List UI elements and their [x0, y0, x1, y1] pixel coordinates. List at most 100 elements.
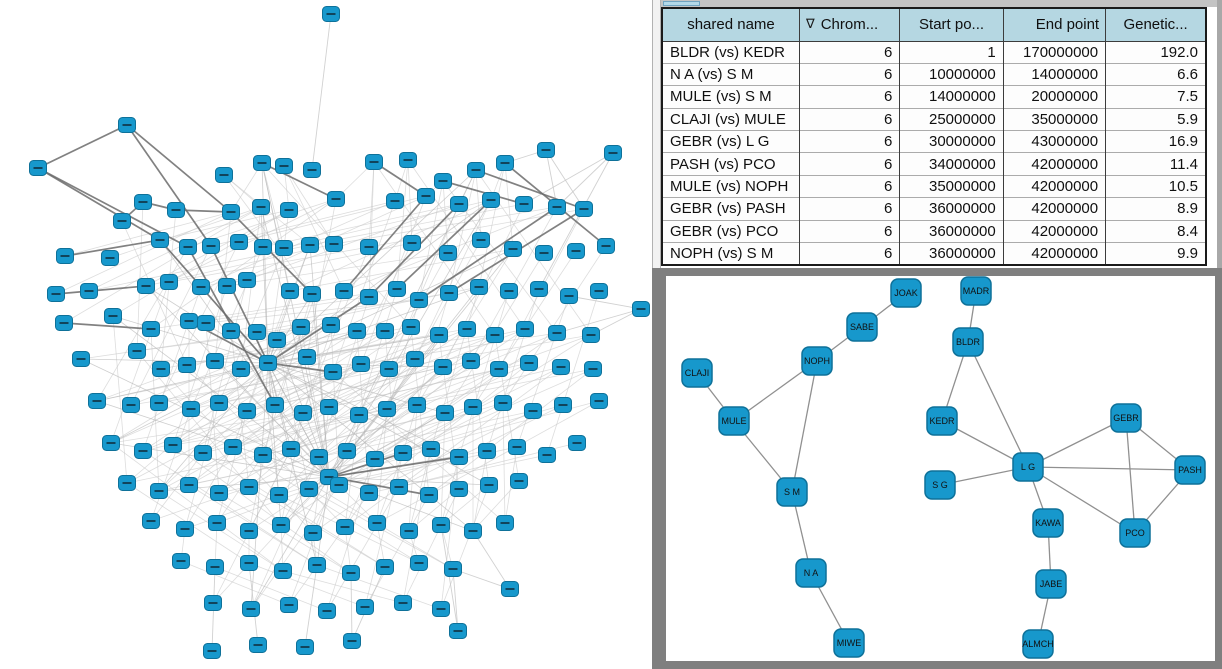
node-shape[interactable]	[776, 477, 808, 507]
sub-network-view[interactable]: JOAK MADR SABE BLDR NOPH CLAJI GEBR MULE KEDR L G…	[666, 276, 1215, 661]
node-label	[412, 404, 422, 406]
table-cell: 10000000	[899, 62, 1004, 86]
network-edge	[311, 293, 330, 478]
node-shape[interactable]	[795, 558, 827, 588]
network-node-almch[interactable]: ALMCH	[1022, 629, 1054, 659]
node-shape[interactable]	[846, 312, 878, 342]
node-label	[263, 362, 273, 364]
node-shape[interactable]	[718, 406, 750, 436]
table-cell: GEBR (vs) PASH	[661, 197, 800, 221]
table-row[interactable]: MULE (vs) S M 6 14000000 20000000 7.5	[661, 85, 1207, 109]
network-node-s-m[interactable]: S M	[776, 477, 808, 507]
node-label	[552, 206, 562, 208]
node-shape[interactable]	[1035, 569, 1067, 599]
main-network-view[interactable]	[0, 0, 652, 669]
table-row[interactable]: MULE (vs) NOPH 6 35000000 42000000 10.5	[661, 174, 1207, 198]
network-node-noph[interactable]: NOPH	[801, 346, 833, 376]
node-shape[interactable]	[1110, 403, 1142, 433]
table-row[interactable]: PASH (vs) PCO 6 34000000 42000000 11.4	[661, 152, 1207, 176]
table-cell: 34000000	[899, 152, 1004, 176]
network-node-n-a[interactable]: N A	[795, 558, 827, 588]
node-shape[interactable]	[1012, 452, 1044, 482]
network-node-s-g[interactable]: S G	[924, 470, 956, 500]
node-label	[154, 490, 164, 492]
network-node-claji[interactable]: CLAJI	[681, 358, 713, 388]
column-header-genetic-[interactable]: Genetic...	[1105, 7, 1207, 42]
node-label	[498, 402, 508, 404]
network-node-jabe[interactable]: JABE	[1035, 569, 1067, 599]
network-edge	[452, 568, 459, 632]
table-row[interactable]: CLAJI (vs) MULE 6 25000000 35000000 5.9	[661, 107, 1207, 131]
table-row[interactable]: NOPH (vs) S M 6 36000000 42000000 9.9	[661, 242, 1207, 265]
table-cell: 6	[798, 40, 901, 64]
network-node-mule[interactable]: MULE	[718, 406, 750, 436]
table-cell: 1	[899, 40, 1004, 64]
filter-funnel-icon[interactable]: ∇	[806, 16, 815, 32]
node-shape[interactable]	[926, 406, 958, 436]
network-node-gebr[interactable]: GEBR	[1110, 403, 1142, 433]
node-label	[572, 442, 582, 444]
table-vertical-scrollbar[interactable]	[1217, 0, 1222, 268]
node-shape[interactable]	[681, 358, 713, 388]
node-label	[180, 528, 190, 530]
network-edge	[126, 362, 269, 484]
node-shape[interactable]	[1119, 518, 1151, 548]
table-horizontal-scrollbar[interactable]	[661, 0, 1222, 7]
node-label	[183, 246, 193, 248]
attribute-table-header: shared name ∇ Chrom... Start po... End point…	[661, 7, 1207, 42]
network-node-sabe[interactable]: SABE	[846, 312, 878, 342]
column-header-chrom-[interactable]: ∇ Chrom...	[798, 7, 901, 42]
hairball-network-canvas[interactable]	[0, 0, 652, 669]
network-edge	[226, 252, 449, 287]
node-shape[interactable]	[1174, 455, 1206, 485]
network-node-bldr[interactable]: BLDR	[952, 327, 984, 357]
sub-network-canvas[interactable]: JOAK MADR SABE BLDR NOPH CLAJI GEBR MULE KEDR L G…	[666, 276, 1215, 661]
network-node-pash[interactable]: PASH	[1174, 455, 1206, 485]
node-label	[519, 203, 529, 205]
network-edge	[316, 564, 442, 610]
network-node-miwe[interactable]: MIWE	[833, 628, 865, 658]
network-edge	[232, 446, 420, 564]
node-shape[interactable]	[952, 327, 984, 357]
node-label	[434, 334, 444, 336]
node-shape[interactable]	[924, 470, 956, 500]
node-label	[352, 330, 362, 332]
table-h-scrollbar-thumb[interactable]	[663, 1, 700, 6]
column-header-end-point[interactable]: End point	[1002, 7, 1107, 42]
network-edge	[110, 356, 308, 444]
table-cell: 35000000	[899, 174, 1004, 198]
network-edge	[37, 124, 128, 169]
table-row[interactable]: N A (vs) S M 6 10000000 14000000 6.6	[661, 62, 1207, 86]
table-row[interactable]: GEBR (vs) PASH 6 36000000 42000000 8.9	[661, 197, 1207, 221]
network-edge	[440, 484, 490, 526]
network-edge	[261, 162, 337, 200]
network-node-pco[interactable]: PCO	[1119, 518, 1151, 548]
table-row[interactable]: BLDR (vs) KEDR 6 1 170000000 192.0	[661, 40, 1207, 64]
table-row[interactable]: GEBR (vs) PCO 6 36000000 42000000 8.4	[661, 219, 1207, 243]
node-label	[636, 308, 646, 310]
node-label	[340, 526, 350, 528]
node-label	[92, 400, 102, 402]
network-node-joak[interactable]: JOAK	[890, 278, 922, 308]
node-shape[interactable]	[890, 278, 922, 308]
column-header-shared-name[interactable]: shared name	[661, 7, 800, 42]
node-shape[interactable]	[833, 628, 865, 658]
network-node-kawa[interactable]: KAWA	[1032, 508, 1064, 538]
network-node-madr[interactable]: MADR	[960, 276, 992, 306]
node-shape[interactable]	[801, 346, 833, 376]
node-shape[interactable]	[1032, 508, 1064, 538]
network-node-l-g[interactable]: L G	[1012, 452, 1044, 482]
column-header-start-po-[interactable]: Start po...	[899, 7, 1004, 42]
node-label	[448, 568, 458, 570]
node-shape[interactable]	[960, 276, 992, 306]
network-node-kedr[interactable]: KEDR	[926, 406, 958, 436]
table-row[interactable]: GEBR (vs) L G 6 30000000 43000000 16.9	[661, 130, 1207, 153]
panel-divider[interactable]	[652, 0, 661, 268]
node-label	[329, 243, 339, 245]
node-label	[126, 404, 136, 406]
node-label	[403, 159, 413, 161]
node-label	[176, 560, 186, 562]
network-edge	[110, 412, 304, 444]
node-shape[interactable]	[1022, 629, 1054, 659]
